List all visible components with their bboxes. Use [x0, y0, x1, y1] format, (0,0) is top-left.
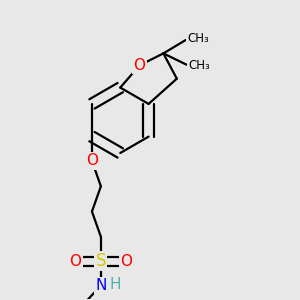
Text: S: S	[96, 252, 106, 270]
Text: CH₃: CH₃	[188, 59, 210, 72]
Text: O: O	[120, 254, 132, 269]
Text: O: O	[134, 58, 146, 73]
Text: CH₃: CH₃	[187, 32, 209, 45]
Text: O: O	[86, 154, 98, 169]
Text: H: H	[110, 278, 121, 292]
Text: O: O	[70, 254, 82, 269]
Text: N: N	[95, 278, 106, 293]
